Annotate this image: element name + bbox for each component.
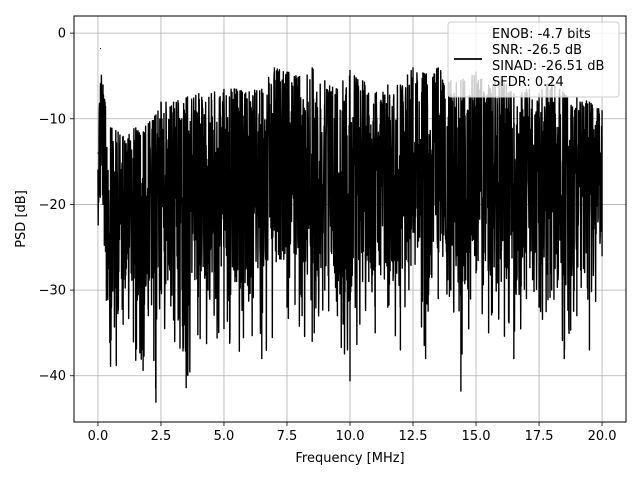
psd-trace (97, 67, 603, 403)
data-point (99, 47, 102, 50)
data-point (248, 255, 250, 257)
legend: ENOB: -4.7 bits SNR: -26.5 dB SINAD: -26… (447, 21, 620, 98)
data-point (387, 306, 389, 308)
data-point (500, 280, 502, 283)
x-tick-label: 15.0 (462, 429, 491, 444)
data-point (349, 380, 351, 382)
data-point (185, 387, 187, 389)
data-point (286, 306, 288, 308)
data-point (210, 246, 212, 248)
data-point (135, 359, 137, 361)
y-tick-label: −40 (39, 369, 66, 384)
data-point (198, 220, 200, 223)
data-point (460, 390, 462, 392)
data-point (437, 298, 439, 300)
data-point (538, 306, 540, 308)
legend-entry-enob: ENOB: -4.7 bits (492, 27, 591, 42)
data-point (122, 323, 124, 325)
legend-box (447, 21, 620, 98)
series-layer (97, 47, 603, 403)
data-point (102, 203, 104, 206)
x-axis-ticks: 0.0 2.5 5.0 7.5 10.0 12.5 15.0 17.5 20.0 (88, 422, 617, 444)
legend-entry-sfdr: SFDR: 0.24 (492, 75, 564, 90)
data-point (588, 349, 591, 351)
data-point (513, 358, 515, 360)
y-tick-label: −10 (39, 112, 66, 127)
legend-entry-snr: SNR: -26.5 dB (492, 43, 582, 58)
data-point (160, 289, 162, 291)
x-tick-label: 2.5 (151, 429, 172, 444)
data-point (117, 246, 119, 248)
data-point (475, 272, 477, 274)
data-point (412, 220, 414, 223)
data-point (273, 229, 275, 231)
x-tick-label: 5.0 (214, 429, 235, 444)
data-point (362, 280, 364, 283)
x-tick-label: 0.0 (88, 429, 109, 444)
data-point (311, 340, 313, 343)
legend-entry-sinad: SINAD: -26.51 dB (492, 59, 604, 74)
plot-area (97, 47, 603, 403)
data-point (104, 250, 107, 253)
y-axis-ticks: 0 −10 −20 −30 −40 (39, 27, 74, 384)
y-axis-label: PSD [dB] (14, 190, 29, 248)
data-point (223, 328, 225, 330)
data-point (109, 365, 112, 367)
data-point (450, 289, 452, 291)
x-tick-label: 10.0 (336, 429, 365, 444)
data-point (601, 255, 603, 257)
data-point (172, 319, 175, 321)
data-point (261, 358, 263, 360)
x-axis-label: Frequency [MHz] (295, 451, 404, 466)
x-tick-label: 12.5 (399, 429, 428, 444)
data-point (155, 401, 157, 403)
data-point (147, 315, 149, 317)
data-point (399, 349, 402, 351)
x-tick-label: 17.5 (525, 429, 554, 444)
data-point (563, 358, 565, 360)
data-point (298, 263, 301, 265)
data-point (576, 315, 578, 317)
data-point (336, 315, 338, 317)
data-point (235, 280, 238, 283)
y-tick-label: −30 (39, 284, 66, 299)
data-point (525, 298, 528, 300)
data-point (425, 358, 427, 360)
data-point (551, 289, 553, 291)
y-tick-label: −20 (39, 198, 66, 213)
data-point (374, 332, 376, 334)
y-tick-label: 0 (58, 27, 66, 42)
data-point (488, 332, 490, 334)
data-point (324, 289, 326, 291)
data-point (97, 152, 99, 154)
x-tick-label: 7.5 (277, 429, 298, 444)
x-tick-label: 20.0 (588, 429, 617, 444)
